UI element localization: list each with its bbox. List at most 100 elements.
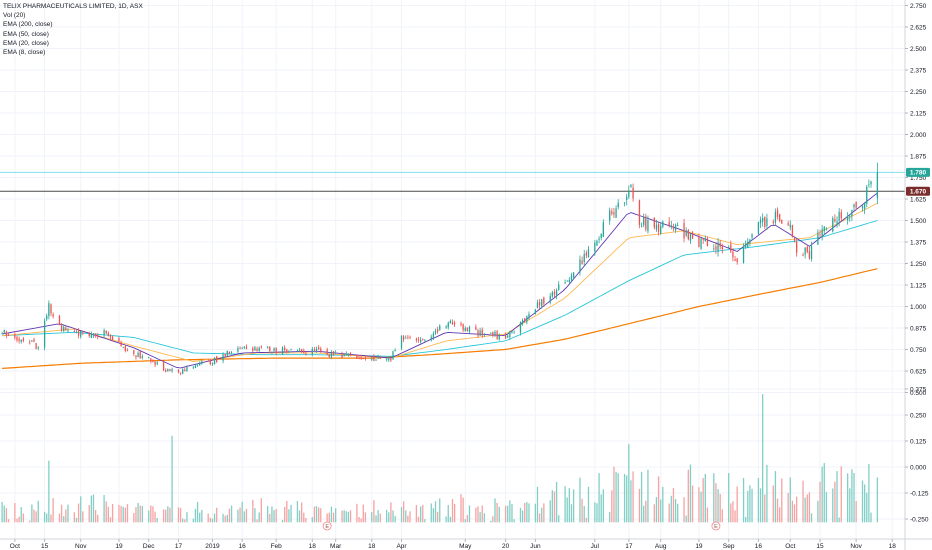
volume-bar	[35, 511, 37, 523]
volume-bar	[810, 513, 813, 523]
volume-bar	[613, 466, 615, 523]
volume-bar	[507, 505, 509, 523]
candle-body	[281, 347, 284, 354]
legend-title[interactable]: TELIX PHARMACEUTICALS LIMITED, 1D, ASX	[3, 3, 143, 10]
candle-body	[594, 242, 596, 252]
volume-bar	[179, 507, 182, 523]
volume-bar	[150, 505, 152, 523]
volume-bar	[120, 505, 122, 523]
volume-bar	[394, 515, 396, 523]
volume-bar	[587, 486, 590, 523]
legend-ema-200[interactable]: EMA (200, close)	[3, 21, 53, 29]
volume-bar	[677, 503, 679, 523]
candle-body	[97, 335, 99, 337]
volume-bar	[29, 520, 31, 523]
candle-body	[177, 369, 180, 373]
volume-bar	[734, 510, 736, 523]
volume-bar	[424, 519, 426, 523]
time-tick-label: 2019	[205, 543, 220, 550]
volume-bar	[657, 476, 660, 523]
volume-bar	[167, 506, 169, 523]
volume-bar	[402, 501, 405, 523]
earnings-marker-label: E	[325, 524, 329, 530]
volume-bar	[46, 513, 48, 523]
time-tick-label: 18	[309, 543, 317, 550]
volume-bar	[541, 507, 543, 523]
volume-bar	[7, 519, 10, 523]
volume-bar	[148, 510, 150, 523]
candle-body	[793, 238, 796, 241]
earnings-marker[interactable]	[711, 521, 721, 531]
volume-bar	[400, 507, 403, 523]
candle-body	[273, 348, 275, 352]
legend-ema-8[interactable]: EMA (8, close)	[3, 49, 46, 57]
volume-bar	[749, 485, 751, 523]
candle-body	[216, 356, 218, 362]
candle-body	[388, 359, 390, 361]
candle-body	[237, 348, 239, 352]
time-tick-label: Sep	[723, 543, 735, 550]
candle-body	[655, 224, 658, 230]
volume-bar	[600, 494, 602, 523]
volume-bar	[838, 517, 840, 523]
candle-body	[46, 315, 48, 320]
candle-body	[660, 225, 662, 235]
candle-body	[704, 238, 706, 241]
candle-body	[207, 360, 209, 362]
volume-bar	[94, 510, 97, 523]
candle-body	[677, 225, 679, 226]
volume-bar	[186, 512, 188, 523]
candle-body	[838, 211, 840, 221]
legend-volume[interactable]: Vol (20)	[3, 12, 26, 20]
volume-bar	[791, 500, 794, 523]
candle-body	[124, 345, 126, 351]
volume-bar	[698, 487, 700, 523]
volume-bar	[757, 477, 760, 523]
candle-body	[35, 343, 37, 350]
volume-bar	[256, 519, 258, 523]
candle-body	[239, 348, 241, 350]
candle-body	[613, 212, 615, 215]
candle-body	[288, 351, 290, 353]
candle-body	[791, 225, 794, 238]
volume-bar	[273, 510, 275, 523]
horizontal-levels[interactable]	[0, 171, 905, 192]
volume-bar	[836, 471, 838, 523]
time-tick-label: Nov	[850, 543, 862, 550]
price-axis[interactable]: 2.750 2.625 2.500 2.375 2.250 2.125 2.000 1.875…	[905, 3, 927, 397]
candle-body	[303, 350, 305, 354]
legend-ema-20[interactable]: EMA (20, close)	[3, 39, 49, 47]
candle-body	[400, 335, 403, 349]
volume-bar	[230, 505, 233, 523]
volume-bar	[201, 509, 203, 523]
volume-bar	[162, 509, 165, 523]
volume-bar	[596, 503, 598, 523]
volume-bar	[326, 513, 328, 523]
time-axis[interactable]: Oct 15 Nov 19 Dec 17 2019 16 Feb 18 Mar 18 Apr May 20 J…	[10, 539, 896, 550]
time-tick-label: Mar	[330, 543, 342, 550]
volume-bar	[364, 512, 367, 523]
candle-body	[209, 360, 211, 365]
volume-bar	[63, 516, 65, 523]
volume-bar	[154, 511, 156, 523]
candle-body	[643, 216, 645, 226]
candle-body	[840, 212, 842, 219]
volume-bar	[747, 490, 749, 523]
earnings-marker[interactable]	[322, 521, 332, 531]
candle-body	[568, 279, 571, 283]
candle-body	[332, 351, 335, 354]
volume-bar	[558, 515, 560, 523]
candle-body	[749, 239, 751, 244]
legend-ema-50[interactable]: EMA (50, close)	[3, 30, 49, 38]
candle-body	[14, 334, 16, 338]
volume-bar	[207, 513, 209, 523]
volume-bar	[281, 519, 284, 523]
ema-200-line	[2, 268, 878, 369]
volume-bar	[713, 473, 715, 523]
volume-bar	[851, 469, 853, 523]
price-tick-label: 2.000	[910, 132, 927, 139]
candle-body	[50, 304, 52, 314]
volume-bar	[840, 466, 842, 523]
